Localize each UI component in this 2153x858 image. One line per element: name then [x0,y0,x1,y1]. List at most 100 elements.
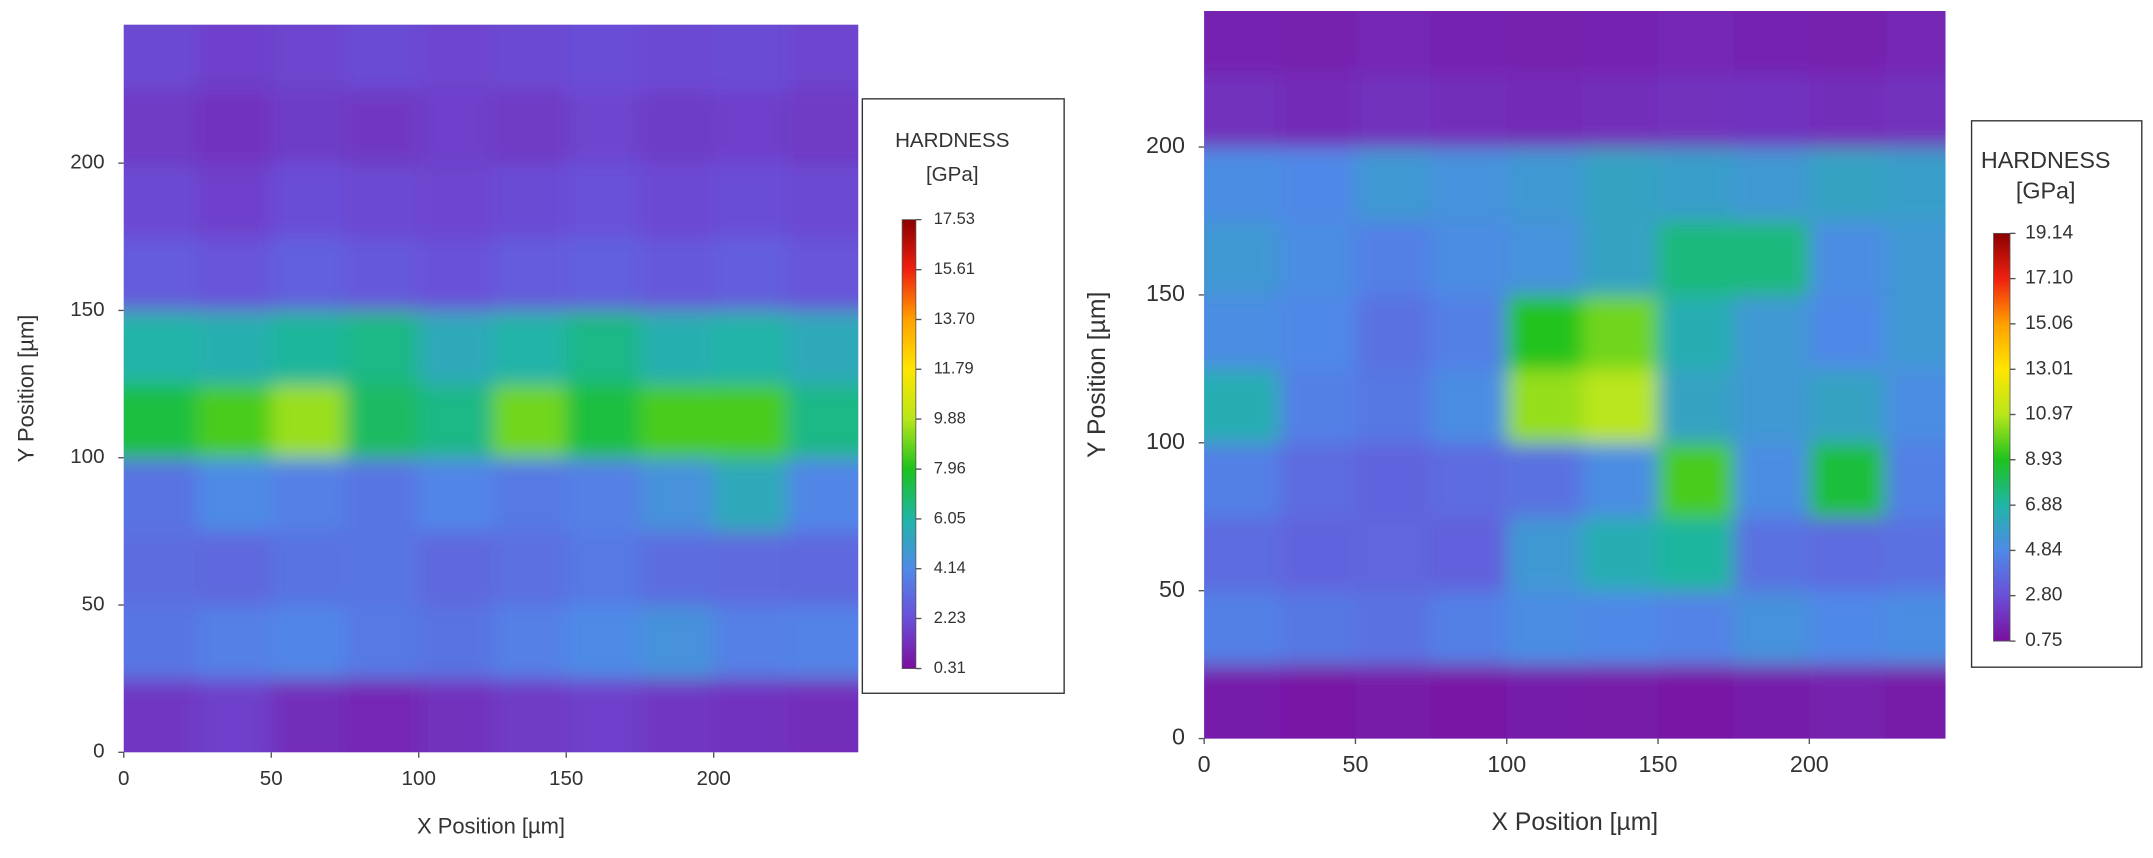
heatmap-cell [1279,220,1357,296]
heatmap-cell [1506,220,1584,296]
heatmap-cell [1431,516,1508,592]
heatmap-cell [566,384,641,459]
heatmap-chart: 0 50 100 150 200 0 50 100 150 200 X Position [µm] Y… [1084,10,2143,836]
heatmap-cell [1355,590,1432,666]
heatmap-cell [1582,10,1659,74]
heatmap-cell [271,531,346,606]
colorbar-tick-label: 4.14 [934,559,966,577]
heatmap-cell [1658,368,1735,444]
heatmap-cell [1884,147,1946,222]
heatmap-cell [344,457,420,533]
heatmap-cell [1658,73,1735,148]
heatmap-cell [1355,220,1432,296]
heatmap-cell [1733,147,1811,222]
colorbar-tick-label: 10.97 [2025,404,2073,425]
heatmap-cell [1204,294,1281,370]
heatmap-cell [1658,590,1735,666]
heatmap-cell [566,236,641,312]
heatmap-cell [1884,442,1946,518]
y-tick-label: 0 [1172,724,1185,750]
heatmap-cell [566,457,641,533]
colorbar-tick-label: 7.96 [934,459,966,477]
y-tick-label: 200 [1146,132,1185,158]
x-tick-label: 100 [1487,751,1526,777]
heatmap-cell [197,457,272,533]
heatmap-cell [566,678,641,753]
heatmap-cell [1431,10,1508,74]
heatmap-cell [197,531,272,606]
heatmap-cell [1658,220,1735,296]
colorbar-tick-label: 11.79 [934,360,974,378]
heatmap-cell [639,89,715,164]
heatmap-cell [1809,73,1886,148]
heatmap-cell [566,163,641,238]
heatmap-cell [1279,147,1357,222]
heatmap-cell [344,384,420,459]
heatmap-cell [1733,516,1811,592]
x-tick-label: 0 [1198,751,1211,777]
heatmap-cell [271,384,346,459]
heatmap-cell [418,605,494,680]
heatmap-cell [492,310,567,385]
heatmap-cell [1884,294,1946,370]
heatmap-cell [1809,664,1886,739]
heatmap-cell [1355,516,1432,592]
heatmap-cell [1204,73,1281,148]
heatmap-cell [1355,294,1432,370]
colorbar-title: [GPa] [926,163,979,186]
heatmap-cell [1809,516,1886,592]
heatmap-cell [639,678,715,753]
heatmap-cell [1582,368,1659,444]
heatmap-cell [1658,294,1735,370]
heatmap-cell [418,163,494,238]
heatmap-cell [1204,147,1281,222]
heatmap-cell [639,24,715,91]
heatmap-cell [1658,516,1735,592]
colorbar-tick-label: 9.88 [934,409,966,427]
colorbar-tick-label: 2.80 [2025,585,2062,606]
heatmap-cell [1809,442,1886,518]
heatmap-cell [492,89,567,164]
heatmap-cell [566,310,641,385]
heatmap-cell [1658,664,1735,739]
heatmap-cell [418,457,494,533]
heatmap-cell [344,310,420,385]
colorbar-title: HARDNESS [1981,147,2111,173]
heatmap-cell [271,310,346,385]
heatmap-cell [418,531,494,606]
heatmap-cell [1733,73,1811,148]
heatmap-cell [566,605,641,680]
colorbar-tick-label: 2.23 [934,609,966,627]
heatmap-cell [1204,220,1281,296]
heatmap-cell [1279,10,1357,74]
heatmap-cell [1279,73,1357,148]
heatmap-cell [1506,664,1584,739]
heatmap-cell [1355,73,1432,148]
heatmap-cell [271,163,346,238]
heatmap-cell [1733,590,1811,666]
heatmap-cell [787,384,859,459]
heatmap-cell [713,678,789,753]
heatmap-cell [1733,442,1811,518]
heatmap-cell [197,384,272,459]
heatmap-cell [197,678,272,753]
heatmap-chart: 0 50 100 150 200 0 50 100 150 200 X Position [µm] Y… [13,24,1065,839]
heatmap-cell [1506,147,1584,222]
heatmap-cell [123,24,199,91]
heatmap-cell [1733,220,1811,296]
heatmap-cell [1884,590,1946,666]
x-tick-label: 150 [1639,751,1678,777]
heatmap-cell [1582,73,1659,148]
heatmap-cell [639,310,715,385]
heatmap-cell [197,89,272,164]
colorbar-tick-label: 8.93 [2025,449,2062,470]
heatmap-cell [344,163,420,238]
heatmap-cell [1355,368,1432,444]
heatmap-cell [492,457,567,533]
heatmap-cell [123,457,199,533]
heatmap-cell [1506,10,1584,74]
heatmap-cell [1204,516,1281,592]
heatmap-cell [1506,442,1584,518]
heatmap-cell [197,24,272,91]
heatmap-cell [713,236,789,312]
